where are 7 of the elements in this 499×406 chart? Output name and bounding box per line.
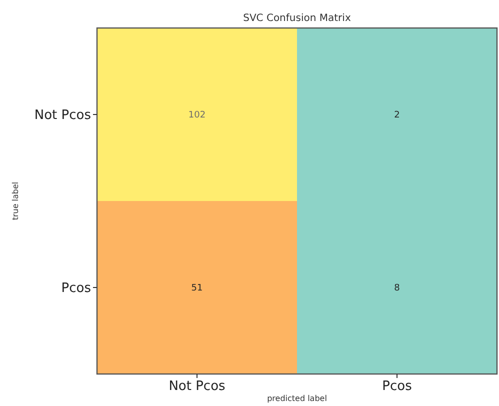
data-label: 8	[394, 284, 400, 294]
data-label: 51	[191, 284, 203, 294]
data-label: 102	[188, 110, 206, 121]
data-label: 2	[394, 110, 400, 121]
chart-title: SVC Confusion Matrix	[243, 13, 351, 24]
y-axis-title: true label	[11, 182, 20, 220]
x-axis-title: predicted label	[267, 394, 327, 403]
